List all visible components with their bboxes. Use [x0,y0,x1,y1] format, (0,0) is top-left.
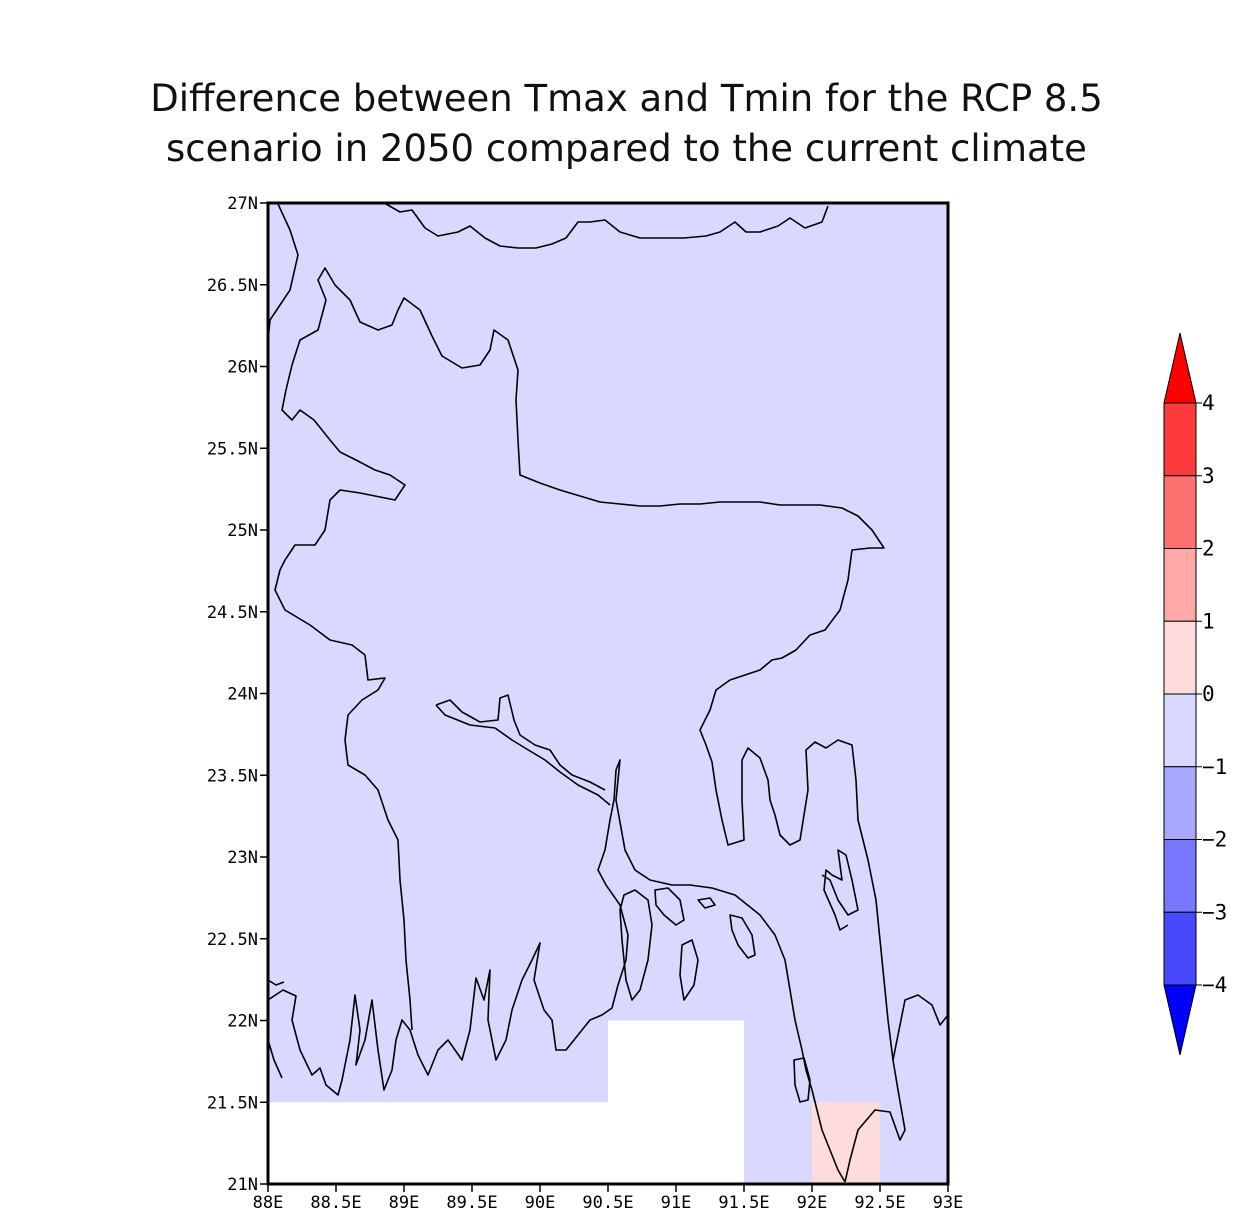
colorbar-box [1163,620,1197,695]
island-small-1 [697,897,716,909]
lat-tick-label: 26.5N [207,276,258,296]
island-maheshkhali [793,1057,811,1103]
lat-tick-label: 26N [227,358,258,378]
lat-tick-label: 24.5N [207,603,258,623]
colorbar: 4 3 2 1 0 −1 −2 −3 −4 [1163,332,1227,1056]
map-cell-2 [812,1102,880,1184]
title-line-1: Difference between Tmax and Tmin for the… [150,77,1103,120]
lon-tick-label: 89.5E [446,1193,497,1213]
coastline-layer [267,203,949,1183]
map-cell-1 [608,1020,744,1184]
river-meghna [435,704,611,806]
lon-tick-label: 88.5E [310,1193,361,1213]
lat-tick-label: 23.5N [207,766,258,786]
map-cell-0 [268,1102,608,1184]
colorbar-box [1163,839,1197,913]
map-fill-layer [268,203,948,1184]
lat-tick-label: 22N [227,1012,258,1032]
map-title: Difference between Tmax and Tmin for the… [0,74,1253,174]
eastern-border [274,267,906,1183]
lat-tick-label: 27N [227,194,258,214]
colorbar-tick-label: −1 [1202,755,1227,779]
lat-tick-label: 25N [227,521,258,541]
country-border [267,759,846,1183]
colorbar-tick-label: 4 [1202,391,1215,415]
lon-tick-label: 88E [253,1193,284,1213]
colorbar-box [1163,402,1197,477]
western-edge [267,979,285,1079]
island-small-2 [679,939,699,1001]
colorbar-tick-label: 2 [1202,537,1215,561]
lon-tick-label: 92.5E [854,1193,905,1213]
colorbar-tick-label: 0 [1202,682,1215,706]
colorbar-tick-label: 1 [1202,609,1215,633]
lat-tick-label: 21.5N [207,1093,258,1113]
island-sandwip [729,914,756,959]
lat-tick-label: 25.5N [207,439,258,459]
kaptai-lake [821,849,859,931]
lon-tick-label: 89E [389,1193,420,1213]
colorbar-box [1163,693,1197,768]
lon-tick-label: 91E [661,1193,692,1213]
northern-border [267,203,829,341]
island-hatiya [654,887,685,926]
river-padma [435,694,606,791]
lon-tick-label: 92E [797,1193,828,1213]
lon-tick-label: 90.5E [582,1193,633,1213]
longitude-axis: 88E 88.5E 89E 89.5E 90E 90.5E 91E 91.5E 92E 92.5E… [253,1184,964,1213]
colorbar-box [1163,911,1197,986]
colorbar-box [1163,475,1197,549]
lat-tick-label: 21N [227,1175,258,1195]
lon-tick-label: 90E [525,1193,556,1213]
lon-tick-label: 91.5E [718,1193,769,1213]
colorbar-box [1163,766,1197,840]
colorbar-tick-label: −4 [1202,973,1227,997]
eastern-edge [892,994,949,1061]
lon-tick-label: 93E [933,1193,964,1213]
colorbar-box [1163,548,1197,622]
colorbar-high-arrow [1163,332,1197,404]
lat-tick-label: 22.5N [207,930,258,950]
title-line-2: scenario in 2050 compared to the current… [166,127,1087,170]
colorbar-tick-label: 3 [1202,464,1215,488]
latitude-axis: 21N 21.5N 22N 22.5N 23N 23.5N 24N 24.5N 25N 25.5N… [207,194,268,1195]
lat-tick-label: 24N [227,685,258,705]
lat-tick-label: 23N [227,848,258,868]
colorbar-tick-label: −2 [1202,828,1227,852]
colorbar-low-arrow [1163,984,1197,1056]
colorbar-tick-label: −3 [1202,900,1227,924]
island-bhola [619,889,653,1001]
